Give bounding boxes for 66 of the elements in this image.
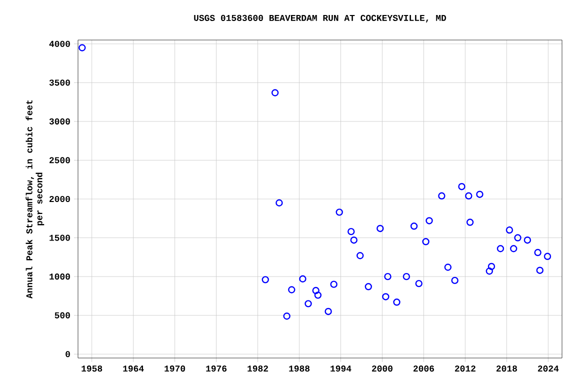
point — [465, 192, 472, 200]
point — [271, 89, 279, 96]
point — [288, 286, 296, 294]
x-tick-label: 1988 — [289, 366, 310, 372]
point — [415, 280, 422, 288]
point — [336, 208, 343, 216]
point — [402, 272, 410, 280]
point — [348, 228, 355, 236]
point — [486, 268, 494, 275]
point — [393, 298, 400, 306]
point — [536, 266, 544, 274]
point — [299, 275, 306, 282]
point — [312, 286, 320, 294]
point — [534, 248, 542, 256]
x-tick-label: 1970 — [164, 366, 186, 372]
point — [524, 236, 532, 244]
point — [382, 293, 390, 300]
point — [422, 238, 430, 246]
y-tick-label: 500 — [54, 312, 70, 318]
y-tick-label: 1500 — [50, 234, 70, 241]
point — [426, 217, 433, 224]
x-tick-label: 1976 — [206, 366, 227, 372]
point — [330, 280, 338, 288]
point — [376, 224, 384, 232]
point — [364, 283, 372, 290]
point — [458, 182, 466, 190]
x-tick-label: 2012 — [454, 366, 476, 372]
point — [444, 264, 452, 271]
point — [410, 222, 418, 230]
point — [324, 308, 332, 316]
x-tick-label: 1958 — [82, 366, 102, 372]
x-tick-label: 2000 — [372, 366, 392, 372]
point — [283, 312, 290, 320]
x-tick-label: 1964 — [123, 366, 144, 372]
point — [304, 300, 312, 308]
point — [506, 226, 514, 234]
x-tick-label: 2006 — [413, 366, 434, 372]
y-tick-label: 0 — [66, 351, 70, 358]
x-tick-label: 1982 — [248, 366, 268, 372]
y-tick-label: 4000 — [49, 40, 70, 47]
point — [514, 234, 522, 242]
point — [466, 218, 474, 226]
point — [488, 262, 496, 270]
point — [78, 44, 86, 52]
x-tick-label: 1994 — [330, 366, 352, 372]
point — [544, 252, 552, 260]
point — [510, 245, 518, 252]
y-axis-title: Annual Peak Streamflow, in cubic feet per second — [26, 100, 44, 299]
chart-title: USGS 01583600 BEAVERDAM RUN AT COCKEYSVILLE, MD — [194, 14, 446, 23]
point — [350, 236, 358, 244]
y-tick-label: 3500 — [49, 80, 70, 86]
point — [262, 276, 269, 284]
point — [496, 245, 504, 252]
y-tick-label: 2000 — [49, 196, 70, 202]
point — [438, 192, 446, 200]
y-tick-label: 3000 — [49, 118, 70, 124]
point — [356, 252, 364, 260]
y-tick-label: 1000 — [50, 274, 70, 280]
x-tick-label: 2018 — [496, 366, 517, 372]
point — [451, 276, 458, 284]
x-tick-label: 2024 — [538, 366, 559, 372]
point — [276, 199, 283, 206]
point — [384, 272, 392, 280]
point — [476, 190, 484, 198]
point — [314, 292, 322, 299]
y-tick-label: 2500 — [49, 157, 70, 164]
